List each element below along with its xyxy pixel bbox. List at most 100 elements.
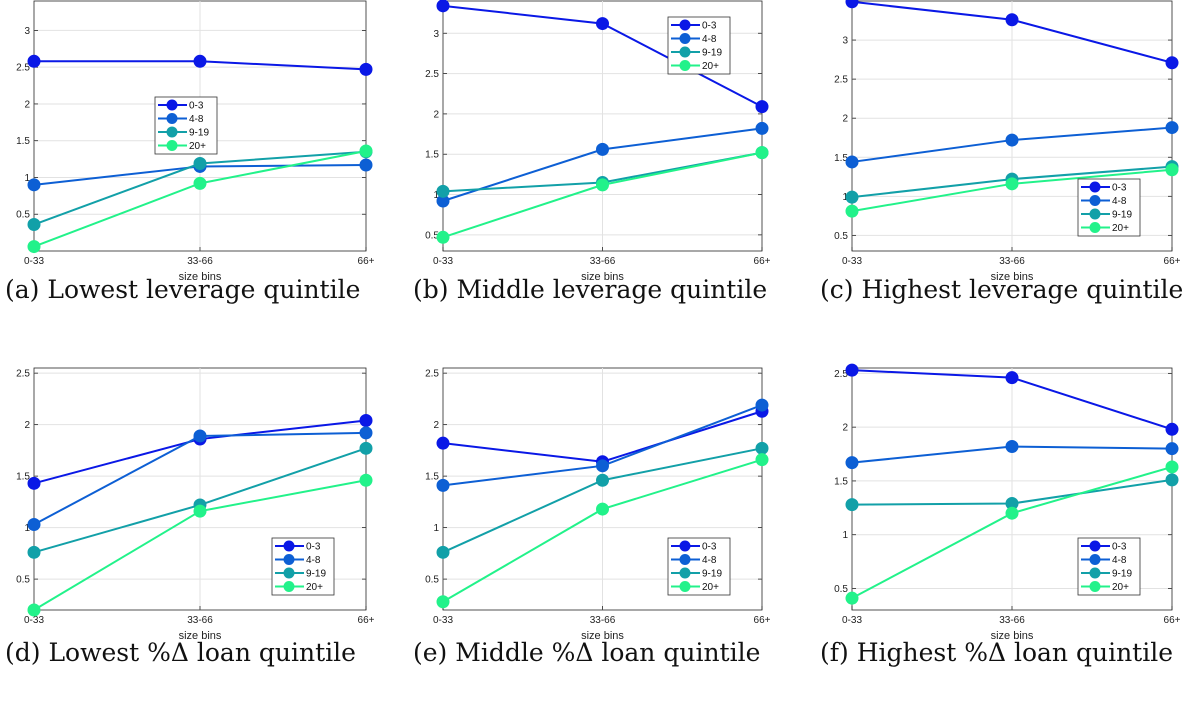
legend-label: 20+ bbox=[702, 61, 719, 72]
legend-swatch-marker bbox=[1089, 195, 1101, 206]
legend-label: 0-3 bbox=[1112, 183, 1127, 194]
x-axis-label: size bins bbox=[179, 630, 222, 642]
y-tick-label: 0.5 bbox=[425, 230, 439, 241]
chart-3: 0.5 1 1.5 2 2.5 0-33 33-66 66+ size bins 0-3 4-8 9-… bbox=[5, 367, 375, 667]
legend-swatch-marker bbox=[679, 581, 691, 592]
data-point bbox=[359, 426, 373, 440]
data-point bbox=[845, 155, 859, 169]
legend: 0-3 4-8 9-19 20+ bbox=[271, 537, 335, 596]
legend-label: 20+ bbox=[1112, 223, 1129, 234]
legend-label: 20+ bbox=[306, 582, 323, 593]
x-tick-label: 66+ bbox=[1164, 256, 1181, 267]
y-tick-label: 1.5 bbox=[834, 153, 848, 164]
y-tick-label: 1 bbox=[24, 523, 30, 534]
x-tick-label: 33-66 bbox=[187, 256, 213, 267]
x-tick-label: 0-33 bbox=[433, 256, 453, 267]
legend-label: 9-19 bbox=[1112, 210, 1132, 221]
data-point bbox=[436, 436, 450, 450]
legend-label: 20+ bbox=[702, 582, 719, 593]
data-point bbox=[27, 603, 41, 617]
legend-label: 9-19 bbox=[189, 128, 209, 139]
data-point bbox=[845, 190, 859, 204]
chart-4: 0.5 1 1.5 2 2.5 0-33 33-66 66+ size bins 0-3 4-8 9-… bbox=[413, 367, 771, 667]
data-point bbox=[193, 429, 207, 443]
data-point bbox=[436, 545, 450, 559]
data-point bbox=[1005, 371, 1019, 385]
legend-label: 0-3 bbox=[189, 101, 204, 112]
legend-swatch-marker bbox=[1089, 581, 1101, 592]
data-point bbox=[755, 441, 769, 455]
x-axis-label: size bins bbox=[179, 271, 222, 283]
legend-swatch-marker bbox=[679, 33, 691, 44]
data-point bbox=[845, 498, 859, 512]
y-tick-label: 2.5 bbox=[16, 63, 30, 74]
data-point bbox=[596, 142, 609, 156]
data-point bbox=[27, 54, 41, 68]
x-tick-label: 66+ bbox=[358, 615, 375, 626]
chart-caption: (e) Middle %Δ loan quintile bbox=[413, 638, 760, 667]
data-point bbox=[1165, 473, 1179, 487]
legend-label: 20+ bbox=[1112, 582, 1129, 593]
data-point bbox=[1165, 121, 1179, 135]
legend-swatch-marker bbox=[679, 567, 691, 579]
data-point bbox=[755, 121, 769, 135]
legend: 0-3 4-8 9-19 20+ bbox=[1077, 178, 1141, 237]
data-point bbox=[596, 178, 609, 192]
data-point bbox=[755, 453, 769, 467]
y-tick-label: 0.5 bbox=[16, 575, 30, 586]
legend-swatch-marker bbox=[1089, 540, 1101, 552]
legend-swatch-marker bbox=[679, 540, 691, 552]
legend-swatch-marker bbox=[1089, 554, 1101, 565]
data-point bbox=[27, 178, 41, 192]
y-tick-label: 2.5 bbox=[834, 75, 848, 86]
x-tick-label: 0-33 bbox=[24, 256, 44, 267]
y-tick-label: 0.5 bbox=[834, 231, 848, 242]
data-point bbox=[193, 54, 207, 68]
data-point bbox=[845, 591, 859, 605]
x-tick-label: 33-66 bbox=[590, 256, 616, 267]
x-tick-label: 0-33 bbox=[433, 615, 453, 626]
legend-swatch-marker bbox=[283, 554, 295, 565]
y-tick-label: 2.5 bbox=[834, 369, 848, 380]
x-axis-label: size bins bbox=[991, 630, 1034, 642]
x-tick-label: 66+ bbox=[1164, 615, 1181, 626]
legend-label: 9-19 bbox=[702, 569, 722, 580]
data-point bbox=[436, 184, 450, 198]
y-tick-label: 2.5 bbox=[425, 69, 439, 80]
x-axis-label: size bins bbox=[991, 271, 1034, 283]
y-tick-label: 2.5 bbox=[425, 369, 439, 380]
y-tick-label: 2 bbox=[24, 99, 30, 110]
legend-swatch-marker bbox=[166, 99, 178, 111]
x-axis-label: size bins bbox=[581, 630, 624, 642]
legend-label: 9-19 bbox=[306, 569, 326, 580]
y-tick-label: 1.5 bbox=[16, 472, 30, 483]
data-point bbox=[436, 595, 450, 609]
data-point bbox=[755, 100, 769, 114]
data-point bbox=[1165, 442, 1179, 456]
legend-swatch-marker bbox=[679, 60, 691, 71]
data-point bbox=[845, 363, 859, 377]
legend-label: 4-8 bbox=[306, 555, 321, 566]
y-tick-label: 2 bbox=[433, 420, 439, 431]
legend-swatch-marker bbox=[283, 581, 295, 592]
y-tick-label: 2 bbox=[433, 109, 439, 120]
y-tick-label: 1 bbox=[433, 523, 439, 534]
legend-label: 4-8 bbox=[702, 34, 717, 45]
data-point bbox=[755, 398, 769, 412]
chart-caption: (b) Middle leverage quintile bbox=[413, 275, 767, 304]
x-tick-label: 0-33 bbox=[842, 615, 862, 626]
x-tick-label: 0-33 bbox=[24, 615, 44, 626]
data-point bbox=[596, 17, 609, 31]
data-point bbox=[359, 144, 373, 158]
y-tick-label: 2 bbox=[842, 423, 848, 434]
legend-swatch-marker bbox=[679, 46, 691, 58]
y-tick-label: 1.5 bbox=[425, 150, 439, 161]
legend-swatch-marker bbox=[679, 19, 691, 31]
chart-caption: (f) Highest %Δ loan quintile bbox=[820, 638, 1173, 667]
data-point bbox=[193, 157, 207, 170]
data-point bbox=[1165, 460, 1179, 474]
chart-0: 0.5 1 1.5 2 2.5 3 0-33 33-66 66+ size bins 0-3 4-8 9… bbox=[5, 0, 375, 304]
data-point bbox=[845, 0, 859, 9]
x-axis-label: size bins bbox=[581, 271, 624, 283]
